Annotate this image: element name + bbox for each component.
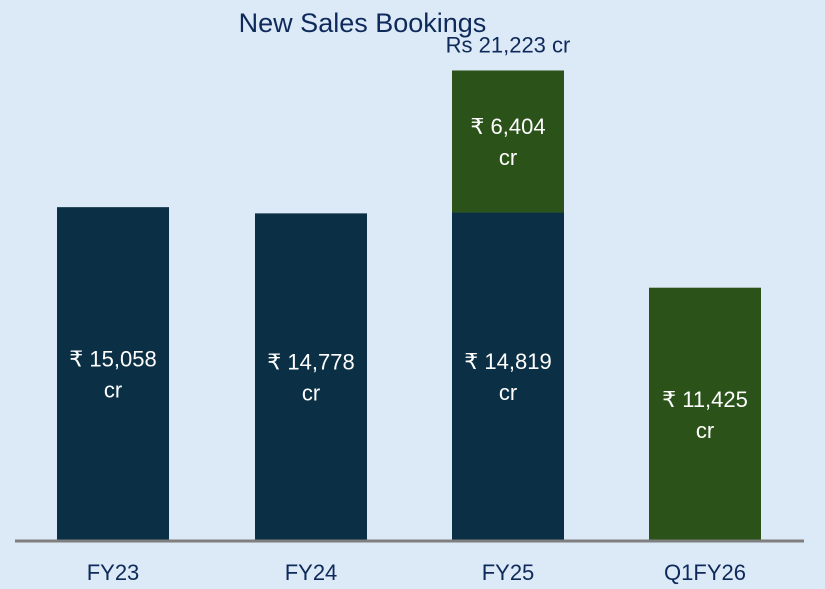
x-tick-label-q1fy26: Q1FY26 [664, 560, 746, 585]
data-label-fy24-s0: ₹ 14,778 cr [267, 350, 354, 406]
bar-fy25-s0 [452, 212, 564, 542]
x-tick-label-fy25: FY25 [482, 560, 535, 585]
x-tick-label-fy24: FY24 [285, 560, 338, 585]
chart-title: New Sales Bookings [238, 8, 487, 38]
data-label-fy25-s1: ₹ 6,404 cr [470, 114, 545, 170]
bar-fy25-s1 [452, 70, 564, 213]
total-label-fy25: Rs 21,223 cr [446, 32, 571, 57]
bar-q1fy26-s1 [649, 287, 761, 541]
x-tick-label-fy23: FY23 [87, 560, 140, 585]
bar-fy23-s0 [57, 207, 169, 541]
data-label-q1fy26-s1: ₹ 11,425 cr [662, 387, 748, 443]
data-label-fy25-s0: ₹ 14,819 cr [464, 349, 551, 405]
bar-fy24-s0 [255, 213, 367, 541]
data-label-fy23-s0: ₹ 15,058 cr [69, 347, 156, 403]
